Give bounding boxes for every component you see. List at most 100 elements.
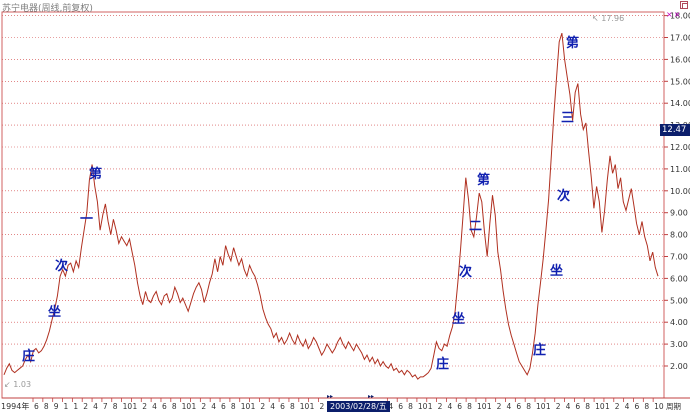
time-tick-label: 10: [654, 402, 664, 411]
annotation-zuo-1: 坐: [48, 305, 62, 320]
price-tick-label: 11.00: [670, 165, 690, 174]
price-tick-label: 14.00: [670, 99, 690, 108]
time-tick-label: 6: [162, 402, 167, 411]
time-tick-label: 6: [575, 402, 580, 411]
time-tick-label: 1: [310, 402, 315, 411]
time-tick-label: 4: [93, 402, 98, 411]
time-tick-label: 2: [438, 402, 443, 411]
time-tick-label: 6: [221, 402, 226, 411]
price-axis-ticks: 2.00 3.00 4.00 5.00 6.00 7.00 8.00 9.00 10.00 11.…: [664, 12, 690, 371]
price-tick-label: 15.00: [670, 77, 690, 86]
time-tick-label: 6: [34, 402, 39, 411]
time-tick-label: 10: [123, 402, 133, 411]
time-tick-label: 1: [251, 402, 256, 411]
grid-lines: [2, 15, 664, 367]
time-tick-label: 1: [487, 402, 492, 411]
time-tick-label: 6: [457, 402, 462, 411]
time-tick-label: 10: [418, 402, 428, 411]
time-tick-label: 4: [152, 402, 157, 411]
time-start-label: 1994年: [1, 401, 29, 411]
time-axis-ticks: 1994年 6 8 9 1 1 2 4 7 8 10 1 2 4 6 8 10 1 2 4 6 8 10 1 2 4 6 8 10 1 2 4…: [1, 398, 681, 411]
time-tick-label: 10: [241, 402, 251, 411]
time-tick-label: 8: [644, 402, 649, 411]
annotation-zhuang-3: 庄: [533, 343, 547, 358]
cursor-date-badge: 2003/02/28/五: [327, 401, 390, 412]
time-tick-label: 10: [595, 402, 605, 411]
price-tick-label: 17.00: [670, 34, 690, 43]
price-tick-label: 4.00: [670, 318, 688, 327]
time-tick-label: 2: [497, 402, 502, 411]
time-tick-label: 4: [625, 402, 630, 411]
time-tick-label: 2: [615, 402, 620, 411]
axes: [1, 11, 690, 399]
annotation-yi: 一: [80, 212, 94, 227]
time-tick-label: 6: [516, 402, 521, 411]
annotation-di-3: 第: [566, 36, 580, 51]
price-series-line: [3, 32, 659, 380]
time-tick-label: 8: [44, 402, 49, 411]
time-tick-label: 2: [319, 402, 324, 411]
max-price-label: ↖ 17.96: [592, 14, 625, 23]
time-tick-label: 8: [172, 402, 177, 411]
annotation-er: 二: [469, 219, 483, 234]
plot-frame: [1, 11, 665, 399]
time-tick-label: 10: [182, 402, 192, 411]
time-tick-label: 6: [280, 402, 285, 411]
time-tick-label: 1: [132, 402, 137, 411]
time-tick-label: 8: [585, 402, 590, 411]
time-tick-label: 1: [428, 402, 433, 411]
time-tick-label: 1: [546, 402, 551, 411]
time-tick-label: 6: [398, 402, 403, 411]
restore-window-icon[interactable]: [680, 1, 688, 9]
time-tick-label: 4: [447, 402, 452, 411]
time-tick-label: 10: [477, 402, 487, 411]
current-price-badge: 12.47: [660, 124, 690, 136]
time-tick-label: 2: [260, 402, 265, 411]
annotation-di-2: 第: [477, 173, 491, 188]
price-tick-label: 7.00: [670, 253, 688, 262]
time-tick-label: 6: [634, 402, 639, 411]
time-tick-label: 4: [388, 402, 393, 411]
annotation-ci-2: 次: [459, 265, 473, 280]
annotation-di-1: 第: [89, 167, 103, 182]
annotation-zuo-2: 坐: [452, 312, 466, 327]
price-tick-label: 3.00: [670, 340, 688, 349]
time-tick-label: 8: [408, 402, 413, 411]
price-tick-label: 2.00: [670, 362, 688, 371]
price-tick-label: 9.00: [670, 209, 688, 218]
time-tick-label: 2: [201, 402, 206, 411]
time-tick-label: 10: [300, 402, 310, 411]
time-tick-label: 1: [64, 402, 69, 411]
time-tick-label: 4: [507, 402, 512, 411]
time-tick-label: 1: [192, 402, 197, 411]
time-tick-label: 4: [270, 402, 275, 411]
time-tick-label: 2: [556, 402, 561, 411]
min-price-label: ↙ 1.03: [4, 380, 32, 389]
time-end-label: 周期: [666, 402, 681, 411]
close-marks-icon[interactable]: ××: [666, 10, 682, 19]
price-tick-label: 6.00: [670, 274, 688, 283]
time-tick-label: 2: [83, 402, 88, 411]
scroll-right-icon[interactable]: ▸▸: [368, 393, 375, 400]
annotation-ci-1: 次: [55, 259, 69, 274]
time-tick-label: 9: [54, 402, 59, 411]
time-tick-label: 4: [211, 402, 216, 411]
time-tick-label: 8: [526, 402, 531, 411]
time-tick-label: 4: [566, 402, 571, 411]
annotation-san: 三: [561, 111, 575, 126]
annotation-zuo-3: 坐: [550, 264, 564, 279]
time-tick-label: 8: [290, 402, 295, 411]
annotation-ci-3: 次: [557, 189, 571, 204]
price-tick-label: 16.00: [670, 55, 690, 64]
annotation-zhuang-2: 庄: [436, 357, 450, 372]
time-tick-label: 1: [605, 402, 610, 411]
price-tick-label: 5.00: [670, 296, 688, 305]
time-tick-label: 10: [536, 402, 546, 411]
time-tick-label: 1: [73, 402, 78, 411]
time-tick-label: 7: [103, 402, 108, 411]
time-tick-label: 8: [467, 402, 472, 411]
time-tick-label: 2: [142, 402, 147, 411]
scroll-left-icon[interactable]: ▸▸: [327, 393, 334, 400]
